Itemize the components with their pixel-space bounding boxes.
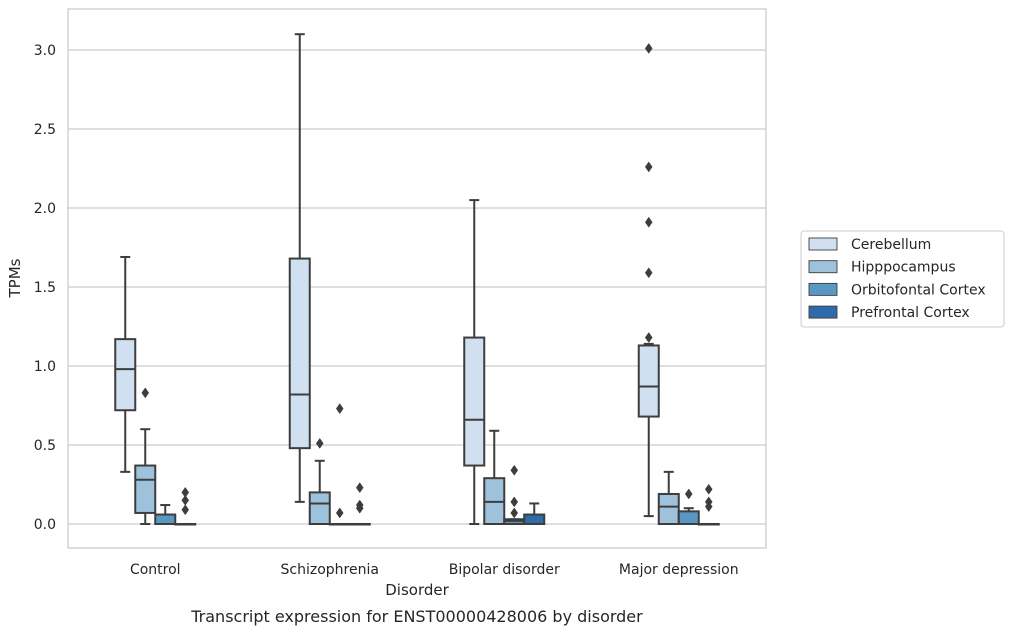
box-body bbox=[154, 513, 177, 526]
legend-items: Cerebellum Hipppocampus Orbitofontal Corte… bbox=[808, 237, 986, 321]
outlier-point bbox=[644, 332, 653, 343]
outlier-point bbox=[335, 507, 344, 519]
x-tick-label: Control bbox=[130, 562, 181, 578]
box-cerebellum bbox=[463, 199, 486, 525]
outlier-point bbox=[644, 42, 653, 54]
y-tick-label: 1.0 bbox=[34, 359, 56, 375]
outlier-point bbox=[355, 499, 364, 511]
x-axis-title: Disorder bbox=[385, 581, 449, 599]
box-body bbox=[288, 257, 311, 450]
box-hipppocampus bbox=[657, 470, 680, 526]
legend-label: Prefrontal Cortex bbox=[851, 305, 970, 321]
box-prefrontal-cortex bbox=[523, 502, 546, 526]
box-body bbox=[677, 510, 700, 525]
outlier-point bbox=[181, 504, 190, 516]
box-cerebellum bbox=[114, 255, 137, 473]
plot-frame bbox=[67, 8, 767, 549]
legend-swatch bbox=[808, 282, 838, 296]
x-tick-label: Bipolar disorder bbox=[449, 562, 560, 578]
y-tick-label: 3.0 bbox=[34, 43, 56, 59]
box-hipppocampus bbox=[308, 437, 331, 525]
y-tick-label: 2.0 bbox=[34, 201, 56, 217]
outlier-point bbox=[510, 507, 519, 519]
legend-swatch bbox=[808, 305, 838, 319]
outlier-point bbox=[141, 387, 150, 399]
outlier-point bbox=[644, 161, 653, 173]
x-tick-label: Major depression bbox=[619, 562, 739, 578]
y-tick-label: 1.5 bbox=[34, 280, 56, 296]
box-cerebellum bbox=[637, 42, 660, 518]
figure-caption: Transcript expression for ENST0000042800… bbox=[190, 607, 643, 626]
legend: Cerebellum Hipppocampus Orbitofontal Corte… bbox=[800, 230, 1005, 328]
legend-frame bbox=[800, 230, 1005, 328]
x-tick-label: Schizophrenia bbox=[281, 562, 379, 578]
outlier-point bbox=[181, 494, 190, 506]
box-orbitofontal-cortex bbox=[328, 403, 351, 526]
box-cerebellum bbox=[288, 33, 311, 503]
legend-swatch bbox=[808, 260, 838, 274]
box-body bbox=[463, 336, 486, 467]
y-axis-title: TPMs bbox=[6, 258, 24, 298]
outlier-point bbox=[181, 486, 190, 498]
outlier-point bbox=[315, 437, 324, 449]
x-tick-labels: Control Schizophrenia Bipolar disorder Majo… bbox=[130, 562, 739, 578]
y-tick-labels: 0.0 0.5 1.0 1.5 2.0 2.5 3.0 bbox=[34, 43, 56, 533]
outlier-point bbox=[510, 464, 519, 476]
box-orbitofontal-cortex bbox=[154, 504, 177, 526]
outlier-point bbox=[644, 267, 653, 279]
y-tick-label: 0.0 bbox=[34, 517, 56, 533]
gridlines bbox=[68, 49, 766, 525]
box-hipppocampus bbox=[483, 429, 506, 525]
outlier-point bbox=[510, 496, 519, 508]
box-orbitofontal-cortex bbox=[503, 464, 526, 526]
outlier-point bbox=[704, 496, 713, 508]
legend-label: Orbitofontal Cortex bbox=[851, 282, 986, 298]
legend-swatch bbox=[808, 237, 838, 251]
box-prefrontal-cortex bbox=[174, 486, 197, 526]
box-body bbox=[637, 344, 660, 418]
outlier-point bbox=[355, 482, 364, 494]
box-body bbox=[134, 464, 157, 514]
box-body bbox=[308, 491, 331, 525]
box-prefrontal-cortex bbox=[348, 482, 371, 526]
outlier-point bbox=[335, 403, 344, 415]
y-tick-label: 2.5 bbox=[34, 122, 56, 138]
legend-label: Cerebellum bbox=[851, 237, 931, 253]
y-tick-label: 0.5 bbox=[34, 438, 56, 454]
legend-label: Hipppocampus bbox=[851, 260, 956, 276]
box-prefrontal-cortex bbox=[697, 483, 720, 526]
outlier-point bbox=[684, 488, 693, 500]
box-body bbox=[114, 338, 137, 412]
box-orbitofontal-cortex bbox=[677, 488, 700, 525]
box-hipppocampus bbox=[134, 387, 157, 525]
box-body bbox=[523, 513, 546, 526]
outlier-point bbox=[644, 216, 653, 228]
box-layer bbox=[114, 33, 720, 526]
outlier-point bbox=[704, 483, 713, 495]
box-body bbox=[657, 492, 680, 526]
